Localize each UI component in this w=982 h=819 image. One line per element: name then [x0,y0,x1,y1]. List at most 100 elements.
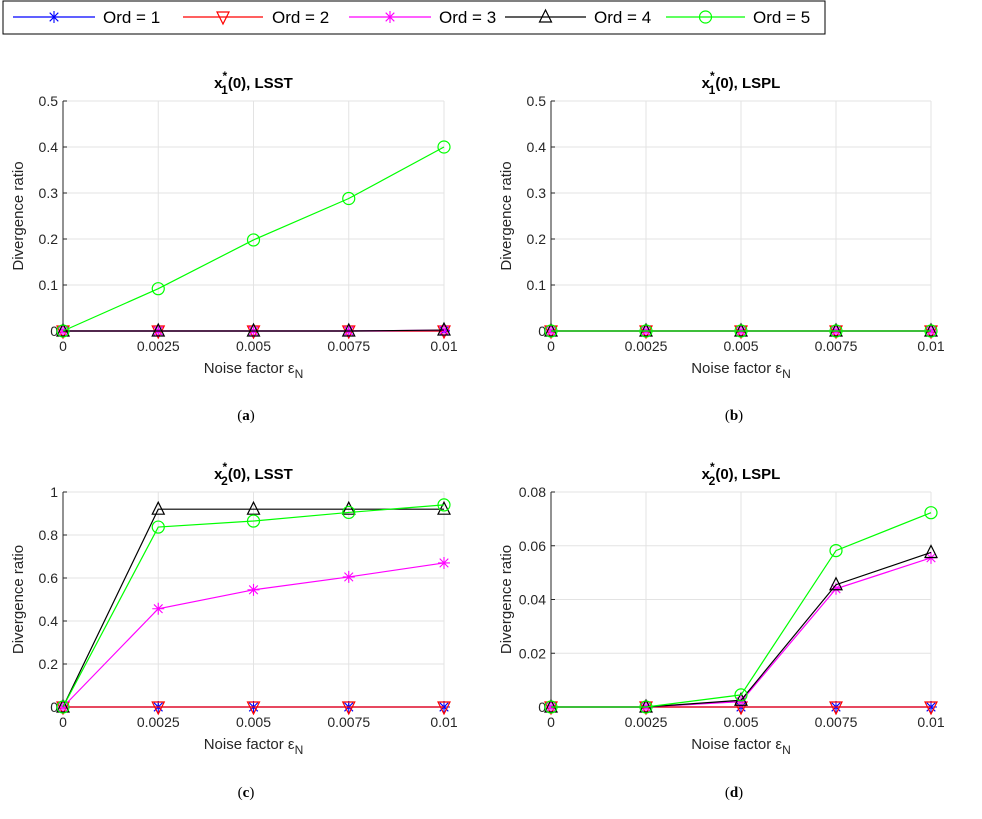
data-point [924,506,938,520]
panel-label: (c) [238,785,255,801]
x-tick-label: 0.0075 [815,714,858,730]
x-tick-label: 0.01 [430,338,457,354]
data-point [924,322,938,337]
data-point [342,505,356,520]
x-tick-label: 0.0025 [625,714,668,730]
data-point [437,701,451,716]
data-point [246,514,261,528]
x-tick-label: 0.01 [917,338,944,354]
legend-entry-2: Ord = 2 [183,8,329,27]
x-tick-label: 0 [547,338,555,354]
legend: Ord = 1 Ord = 2 Ord = 3 Ord = 4 Ord = 5 [2,0,826,35]
x-axis-label: Noise factor εN [204,360,304,381]
panel-title: x* 2(0), LSST [214,460,293,488]
data-point [246,701,261,716]
data-point [151,500,166,515]
legend-entry-1: Ord = 1 [13,8,160,27]
legend-label: Ord = 2 [272,8,329,27]
y-tick-label: 0.2 [39,231,59,247]
y-axis-label: Divergence ratio [498,161,515,270]
data-point [829,324,843,338]
series-ord5 [544,324,938,338]
y-tick-label: 0.08 [519,484,546,500]
data-point [544,322,558,337]
y-axis-label: Divergence ratio [10,161,27,270]
x-tick-label: 0.005 [236,714,271,730]
x-tick-label: 0 [547,714,555,730]
data-point [342,570,355,583]
series-ord5 [56,140,451,338]
panel-label: (a) [237,408,255,424]
data-point [924,324,938,338]
panel-c: 0 0.0025 0.005 0.0075 0.01 0 0.2 0.4 0.6 0.8 1 x* 2(… [10,460,458,801]
y-tick-label: 0.02 [519,645,546,661]
data-point [437,500,451,515]
y-tick-label: 0 [50,699,58,715]
x-tick-label: 0.01 [917,714,944,730]
y-tick-label: 0.8 [39,527,59,543]
x-axis-label: Noise factor εN [204,736,304,757]
data-point [56,700,70,714]
legend-label: Ord = 1 [103,8,160,27]
data-point [437,140,451,154]
panel-title: x* 2(0), LSPL [702,460,781,488]
y-tick-label: 0 [538,323,546,339]
legend-marker [216,11,230,26]
data-point [247,583,260,596]
y-tick-label: 0.1 [39,277,59,293]
series-line [551,512,932,708]
legend-marker [48,11,60,23]
legend-marker [384,11,396,23]
data-point [829,322,843,337]
legend-marker [538,8,553,23]
data-point [341,500,356,515]
data-point [151,701,166,716]
y-axis-label: Divergence ratio [498,545,515,654]
data-point [924,701,938,716]
data-point [734,688,748,702]
series-ord5 [56,498,451,714]
data-point [639,698,653,713]
y-tick-label: 0.3 [527,185,547,201]
y-tick-label: 0.5 [527,93,547,109]
x-tick-label: 0.005 [723,714,758,730]
series-ord5 [544,506,938,714]
data-point [829,701,843,716]
data-point [639,322,653,337]
data-point [246,322,261,337]
y-tick-label: 0.5 [39,93,59,109]
panel-label: (b) [725,408,743,424]
x-tick-label: 0.0025 [137,338,180,354]
y-tick-label: 0.4 [39,613,59,629]
panel-title: x* 1(0), LSST [214,69,293,97]
x-tick-label: 0 [59,714,67,730]
x-tick-label: 0.005 [236,338,271,354]
data-point [735,695,747,708]
panel-d: 0 0.0025 0.005 0.0075 0.01 0 0.02 0.04 0.06 0.08 x… [498,460,945,801]
y-axis-label: Divergence ratio [10,545,27,654]
series-line [63,329,445,332]
legend-entry-4: Ord = 4 [505,8,651,27]
x-tick-label: 0.0075 [815,338,858,354]
data-point [151,520,165,534]
y-tick-label: 0.1 [527,277,547,293]
data-point [544,698,558,713]
legend-label: Ord = 4 [594,8,651,27]
data-point [151,282,165,296]
x-tick-label: 0.0075 [327,714,370,730]
x-tick-label: 0.0025 [625,338,668,354]
y-tick-label: 0.2 [39,656,59,672]
data-point [544,324,558,338]
data-point [734,322,748,337]
legend-entry-3: Ord = 3 [349,8,496,27]
data-point [246,500,261,515]
data-point [438,556,450,569]
legend-marker [698,10,713,24]
data-point [56,324,70,338]
x-tick-label: 0.005 [723,338,758,354]
data-point [152,602,165,615]
panel-b: 0 0.0025 0.005 0.0075 0.01 0 0.1 0.2 0.3 0.4 0.5 x*… [498,69,945,424]
y-tick-label: 0.4 [39,139,59,155]
data-point [830,582,842,595]
x-tick-label: 0 [59,338,67,354]
